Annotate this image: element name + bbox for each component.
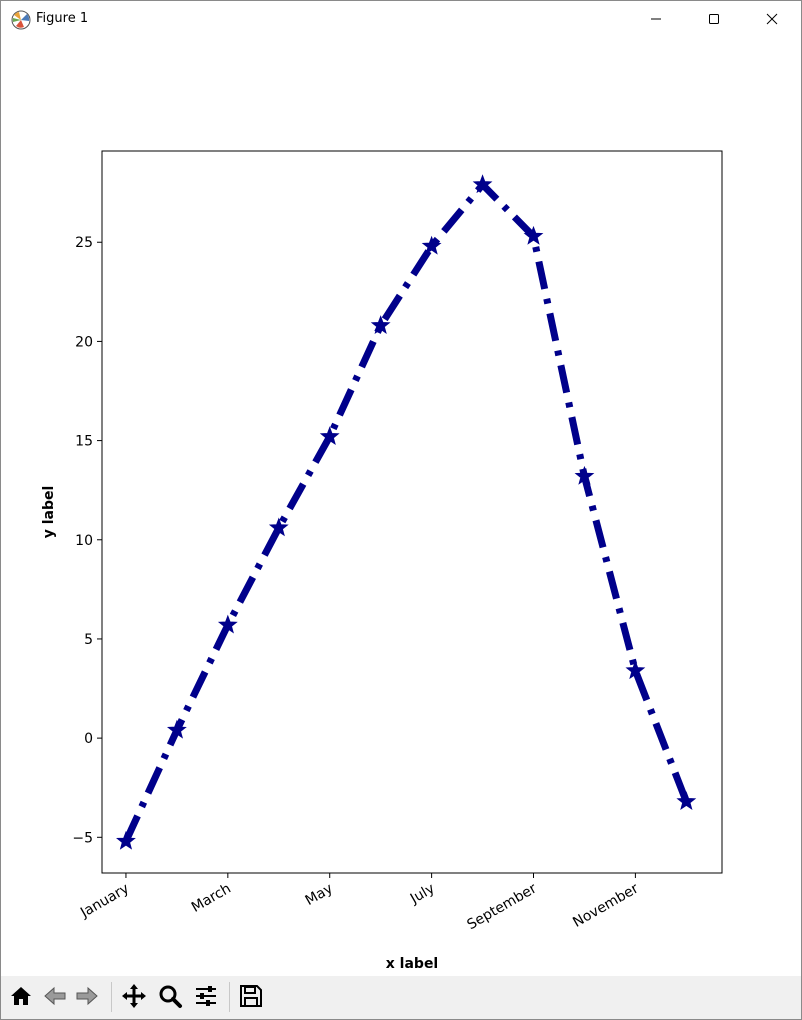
star-marker <box>421 235 442 255</box>
y-tick-label: −5 <box>72 830 93 846</box>
x-axis-label: x label <box>386 956 438 972</box>
pan-button[interactable] <box>120 984 148 1012</box>
y-tick-label: 10 <box>75 533 93 549</box>
maximize-button[interactable] <box>685 1 743 38</box>
home-button[interactable] <box>7 984 35 1012</box>
pan-move-icon <box>121 983 147 1013</box>
minimize-button[interactable] <box>627 1 685 38</box>
star-marker <box>268 517 289 537</box>
minimize-icon <box>650 10 662 29</box>
configure-subplots-icon <box>193 983 219 1013</box>
y-tick-label: 5 <box>84 632 93 648</box>
maximize-icon <box>708 10 720 29</box>
line-chart: −5 0 5 10 15 20 25 January March May July Septembe… <box>41 150 723 972</box>
x-tick-label: January <box>77 881 132 922</box>
star-marker <box>166 719 187 739</box>
figure-canvas[interactable]: −5 0 5 10 15 20 25 January March May July Septembe… <box>1 38 801 975</box>
forward-arrow-icon <box>74 983 100 1013</box>
y-tick-label: 20 <box>75 334 93 350</box>
star-marker <box>574 465 595 485</box>
y-axis-label: y label <box>41 486 57 539</box>
x-tick-label: September <box>464 880 539 933</box>
matplotlib-app-icon <box>11 10 31 30</box>
y-tick-label: 25 <box>75 235 93 251</box>
toolbar-separator <box>229 982 230 1012</box>
x-tick-label: November <box>570 880 641 930</box>
save-floppy-icon <box>238 983 264 1013</box>
star-marker <box>472 174 493 194</box>
title-bar[interactable]: Figure 1 <box>1 1 801 38</box>
x-tick-label: July <box>407 881 438 908</box>
back-button[interactable] <box>41 984 69 1012</box>
y-tick-label: 0 <box>84 731 93 747</box>
star-marker <box>523 225 544 245</box>
zoom-button[interactable] <box>156 984 184 1012</box>
close-icon <box>766 10 778 29</box>
y-tick-label: 15 <box>75 434 93 450</box>
toolbar-separator <box>111 982 112 1012</box>
x-tick-label: May <box>303 881 336 909</box>
star-marker <box>319 426 340 446</box>
x-tick-label: March <box>189 881 234 916</box>
window-title: Figure 1 <box>36 11 89 26</box>
plot-area <box>101 150 723 874</box>
star-marker <box>116 830 136 850</box>
close-button[interactable] <box>743 1 801 38</box>
home-icon <box>8 983 34 1013</box>
star-marker <box>676 791 697 811</box>
star-marker <box>217 614 238 634</box>
series-line <box>122 181 690 843</box>
save-button[interactable] <box>237 984 265 1012</box>
configure-subplots-button[interactable] <box>192 984 220 1012</box>
star-marker <box>625 660 646 680</box>
star-marker <box>370 315 391 334</box>
zoom-magnifier-icon <box>157 983 183 1013</box>
navigation-toolbar <box>1 976 801 1019</box>
back-arrow-icon <box>42 983 68 1013</box>
forward-button[interactable] <box>73 984 101 1012</box>
